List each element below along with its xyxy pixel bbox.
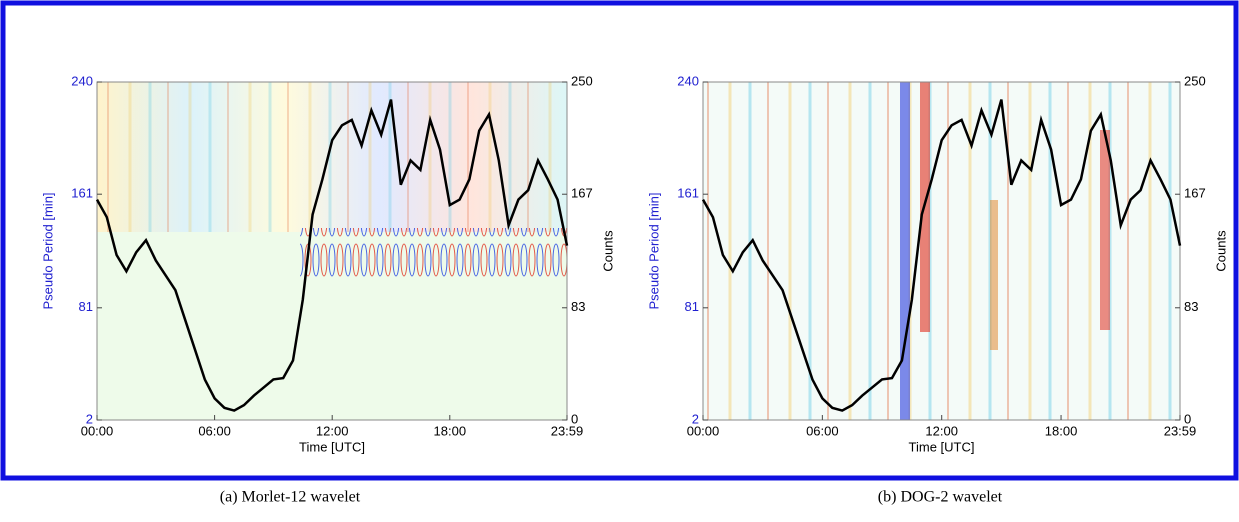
x-axis-label: Time [UTC]: [909, 439, 975, 454]
x-tick-label: 06:00: [806, 423, 839, 438]
y2-tick-label: 83: [1184, 299, 1198, 314]
caption: (b) DOG-2 wavelet: [878, 489, 1003, 506]
figure-frame: [0, 0, 1239, 481]
y2-tick-label: 167: [1184, 186, 1206, 201]
x-tick-label: 23:59: [551, 423, 584, 438]
y2-tick-label: 167: [571, 186, 593, 201]
x-tick-label: 00:00: [687, 423, 720, 438]
counts-line: [701, 99, 1182, 412]
caption: (a) Morlet-12 wavelet: [220, 489, 361, 506]
x-tick-label: 12:00: [316, 423, 349, 438]
y-tick-label: 240: [677, 73, 699, 88]
y2-tick-label: 0: [571, 411, 578, 426]
y2-tick-label: 250: [1184, 73, 1206, 88]
y-tick-label: 2: [86, 411, 93, 426]
y-tick-label: 2: [692, 411, 699, 426]
y-tick-label: 161: [71, 186, 93, 201]
y-tick-label: 161: [677, 186, 699, 201]
x-tick-label: 00:00: [81, 423, 114, 438]
x-tick-label: 06:00: [198, 423, 231, 438]
x-tick-label: 23:59: [1164, 423, 1197, 438]
x-tick-label: 18:00: [1045, 423, 1078, 438]
y2-axis-label: Counts: [1213, 230, 1228, 272]
y-axis-label: Pseudo Period [min]: [40, 192, 55, 309]
y2-tick-label: 0: [1184, 411, 1191, 426]
y2-axis-label: Counts: [600, 230, 615, 272]
y-tick-label: 240: [71, 73, 93, 88]
y2-tick-label: 250: [571, 73, 593, 88]
contour-background: [97, 82, 1180, 420]
y-axis-label: Pseudo Period [min]: [646, 192, 661, 309]
x-axis-label: Time [UTC]: [299, 439, 365, 454]
y-tick-label: 81: [79, 299, 93, 314]
counts-line: [95, 99, 569, 412]
x-tick-label: 18:00: [434, 423, 467, 438]
y-tick-label: 81: [685, 299, 699, 314]
y2-tick-label: 83: [571, 299, 585, 314]
x-tick-label: 12:00: [925, 423, 958, 438]
